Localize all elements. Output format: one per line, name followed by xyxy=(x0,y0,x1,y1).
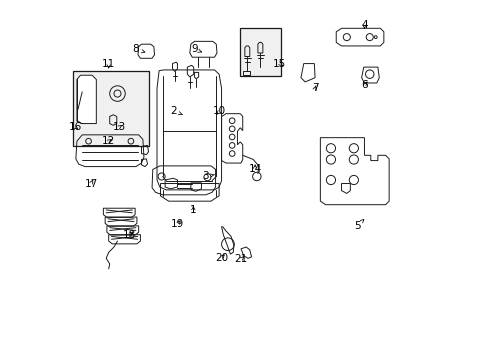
Text: 12: 12 xyxy=(102,136,115,146)
Text: 21: 21 xyxy=(234,255,247,264)
Text: 13: 13 xyxy=(112,122,125,132)
Text: 5: 5 xyxy=(353,219,363,231)
Text: 17: 17 xyxy=(84,179,98,189)
Text: 6: 6 xyxy=(361,80,367,90)
Text: 7: 7 xyxy=(311,83,318,93)
Text: 10: 10 xyxy=(213,106,226,116)
Text: 2: 2 xyxy=(170,106,182,116)
Bar xyxy=(240,28,280,76)
Text: 8: 8 xyxy=(132,45,144,54)
Text: 11: 11 xyxy=(102,59,115,68)
Polygon shape xyxy=(77,75,96,123)
Text: 9: 9 xyxy=(191,45,201,54)
Text: 20: 20 xyxy=(215,253,228,262)
Text: 4: 4 xyxy=(361,20,367,30)
Text: 16: 16 xyxy=(68,122,81,132)
Text: 18: 18 xyxy=(123,230,136,240)
Bar xyxy=(73,71,149,147)
Text: 1: 1 xyxy=(190,205,196,215)
Text: 19: 19 xyxy=(170,219,183,229)
Text: 3: 3 xyxy=(202,171,214,181)
Text: 15: 15 xyxy=(273,59,286,68)
Text: 14: 14 xyxy=(248,165,261,174)
